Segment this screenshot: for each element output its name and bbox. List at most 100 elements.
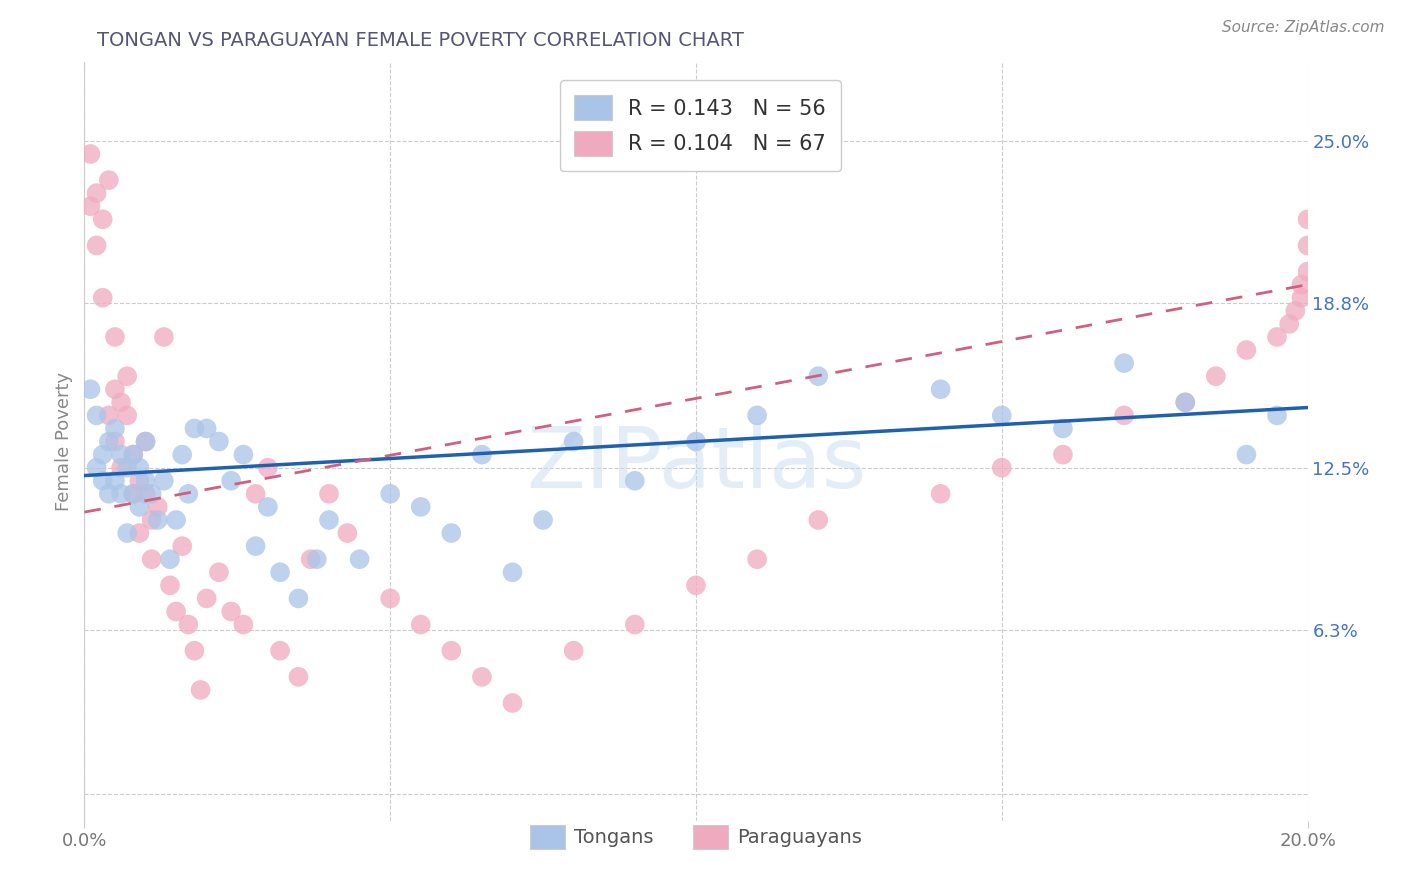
Point bbox=[79, 382, 101, 396]
Point bbox=[929, 382, 952, 396]
Point bbox=[1296, 264, 1319, 278]
Point bbox=[122, 448, 145, 462]
Point bbox=[1052, 421, 1074, 435]
Point bbox=[1265, 330, 1288, 344]
Point bbox=[305, 552, 328, 566]
Point bbox=[135, 487, 157, 501]
Point bbox=[1296, 238, 1319, 252]
Point bbox=[1174, 395, 1197, 409]
Point bbox=[991, 460, 1014, 475]
Point bbox=[1236, 448, 1258, 462]
Point bbox=[165, 605, 187, 619]
Point bbox=[183, 421, 205, 435]
Point bbox=[1296, 212, 1319, 227]
Point bbox=[257, 460, 280, 475]
Legend: Tongans, Paraguayans: Tongans, Paraguayans bbox=[522, 817, 870, 856]
Point bbox=[128, 474, 150, 488]
Point bbox=[299, 552, 322, 566]
Point bbox=[318, 487, 340, 501]
Point bbox=[195, 591, 218, 606]
Point bbox=[128, 460, 150, 475]
Point bbox=[141, 513, 163, 527]
Point bbox=[471, 670, 494, 684]
Point bbox=[115, 409, 138, 423]
Point bbox=[318, 513, 340, 527]
Point bbox=[269, 566, 291, 580]
Point bbox=[219, 605, 242, 619]
Point bbox=[287, 670, 309, 684]
Point bbox=[195, 421, 218, 435]
Point bbox=[135, 434, 157, 449]
Point bbox=[115, 526, 138, 541]
Point bbox=[86, 238, 108, 252]
Point bbox=[115, 369, 138, 384]
Point bbox=[409, 617, 432, 632]
Point bbox=[146, 513, 169, 527]
Point bbox=[1114, 356, 1136, 370]
Point bbox=[177, 487, 200, 501]
Point bbox=[172, 448, 194, 462]
Point bbox=[115, 460, 138, 475]
Point bbox=[135, 474, 157, 488]
Point bbox=[183, 643, 205, 657]
Point bbox=[1174, 395, 1197, 409]
Point bbox=[747, 409, 769, 423]
Point bbox=[624, 474, 647, 488]
Point bbox=[79, 199, 101, 213]
Point bbox=[97, 487, 120, 501]
Point bbox=[91, 291, 114, 305]
Point bbox=[1291, 291, 1313, 305]
Point bbox=[245, 539, 267, 553]
Point bbox=[104, 434, 127, 449]
Point bbox=[208, 566, 231, 580]
Point bbox=[110, 460, 132, 475]
Point bbox=[141, 487, 163, 501]
Text: ZIPatlas: ZIPatlas bbox=[526, 423, 866, 506]
Point bbox=[1265, 409, 1288, 423]
Point bbox=[159, 578, 181, 592]
Y-axis label: Female Poverty: Female Poverty bbox=[55, 372, 73, 511]
Point bbox=[165, 513, 187, 527]
Point bbox=[1205, 369, 1227, 384]
Point bbox=[336, 526, 359, 541]
Point bbox=[122, 487, 145, 501]
Point bbox=[502, 696, 524, 710]
Point bbox=[190, 682, 212, 697]
Point bbox=[122, 487, 145, 501]
Point bbox=[562, 434, 585, 449]
Point bbox=[128, 526, 150, 541]
Point bbox=[624, 617, 647, 632]
Point bbox=[153, 474, 176, 488]
Point bbox=[991, 409, 1014, 423]
Point bbox=[110, 487, 132, 501]
Point bbox=[1284, 303, 1306, 318]
Point bbox=[104, 421, 127, 435]
Point bbox=[440, 526, 463, 541]
Point bbox=[1236, 343, 1258, 357]
Point bbox=[531, 513, 554, 527]
Point bbox=[141, 552, 163, 566]
Point bbox=[122, 448, 145, 462]
Point bbox=[146, 500, 169, 514]
Point bbox=[79, 147, 101, 161]
Text: Source: ZipAtlas.com: Source: ZipAtlas.com bbox=[1222, 20, 1385, 35]
Point bbox=[471, 448, 494, 462]
Point bbox=[287, 591, 309, 606]
Point bbox=[1052, 448, 1074, 462]
Point bbox=[104, 330, 127, 344]
Point bbox=[380, 487, 402, 501]
Point bbox=[97, 173, 120, 187]
Point bbox=[440, 643, 463, 657]
Point bbox=[1291, 277, 1313, 292]
Text: TONGAN VS PARAGUAYAN FEMALE POVERTY CORRELATION CHART: TONGAN VS PARAGUAYAN FEMALE POVERTY CORR… bbox=[97, 30, 744, 50]
Point bbox=[257, 500, 280, 514]
Point bbox=[219, 474, 242, 488]
Point bbox=[97, 434, 120, 449]
Point bbox=[128, 500, 150, 514]
Point bbox=[104, 474, 127, 488]
Point bbox=[91, 212, 114, 227]
Point bbox=[1114, 409, 1136, 423]
Point bbox=[153, 330, 176, 344]
Point bbox=[232, 448, 254, 462]
Point bbox=[91, 474, 114, 488]
